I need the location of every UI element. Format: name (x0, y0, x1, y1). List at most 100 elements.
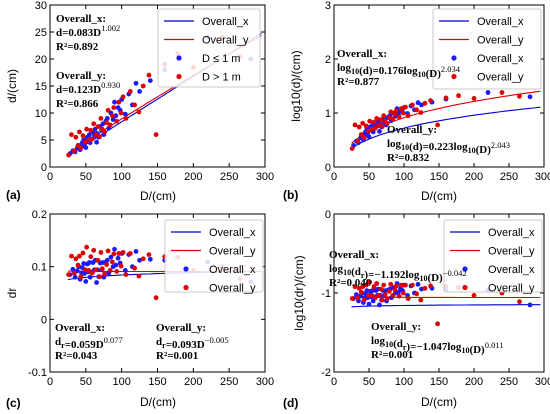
data-point (122, 111, 128, 117)
data-point (91, 121, 97, 127)
x-tick-label: 100 (395, 376, 413, 388)
annotation-superscript: 2.034 (441, 64, 461, 74)
annotation-line: R²=0.001 (371, 349, 413, 361)
data-point (120, 94, 126, 100)
data-point (123, 272, 129, 277)
data-point (386, 289, 392, 294)
data-point (384, 120, 390, 126)
x-tick-label: 200 (184, 376, 202, 388)
y-tick-label: 25 (35, 27, 47, 39)
annotation-text: R²=0.040 (329, 277, 372, 289)
annotation-text: =0.093D (166, 339, 205, 351)
data-point (153, 295, 159, 301)
annotation-text: d (55, 336, 61, 348)
data-point (93, 132, 99, 138)
equation-annotation: Overall_x:log10(dr)=−1.192log10(D)−0.042… (329, 249, 467, 289)
annotation-text: =0.059D (65, 339, 104, 351)
annotation-text: Overall_x: (55, 322, 105, 334)
data-point (98, 116, 104, 121)
data-point (147, 256, 153, 262)
annotation-subscript: 10 (401, 143, 409, 152)
annotation-line: Overall_y: (156, 322, 206, 334)
legend-entry: Overall_x (477, 53, 524, 65)
x-tick-label: 0 (331, 376, 337, 388)
data-point (78, 274, 84, 280)
annotation-text: ( (351, 266, 355, 278)
legend-entry: Overall_x (477, 16, 524, 28)
data-point (415, 281, 421, 287)
data-point (400, 110, 406, 116)
data-point (372, 295, 378, 301)
annotation-line: Overall_x: (329, 249, 379, 261)
annotation-line: Overall_x: (55, 322, 105, 334)
annotation-line: dr=0.093D−0.005 (156, 335, 229, 351)
x-tick-label: 300 (256, 376, 274, 388)
data-point (471, 293, 477, 298)
data-point (87, 274, 93, 280)
data-point (95, 124, 101, 129)
data-point (396, 289, 401, 295)
x-axis-label: D/(cm) (421, 395, 457, 409)
y-tick-label: 0.2 (32, 209, 47, 221)
y-axis-label: log10(dr)/(cm) (292, 255, 306, 330)
data-point (107, 268, 113, 273)
data-point (120, 250, 126, 255)
y-tick-label: -2 (321, 367, 331, 379)
x-tick-label: 0 (331, 171, 337, 183)
data-point (136, 109, 142, 115)
legend-entry: Overall_y (209, 246, 256, 258)
data-point (86, 268, 92, 273)
x-tick-label: 50 (80, 376, 92, 388)
data-point (393, 283, 399, 289)
annotation-subscript: 10 (351, 67, 359, 76)
legend-marker-swatch (451, 73, 457, 80)
annotation-text: d (156, 336, 162, 348)
data-point (88, 127, 94, 133)
annotation-text: log (329, 263, 344, 275)
data-point (70, 266, 76, 272)
data-point (390, 293, 396, 298)
data-point (435, 321, 440, 327)
data-point (363, 282, 369, 288)
annotation-text: (D) (427, 272, 443, 284)
legend-entry: Overall_y (488, 246, 535, 258)
data-point (361, 135, 367, 141)
legend-entry: D ≤ 1 m (202, 53, 240, 65)
data-point (414, 107, 419, 113)
annotation-text: R²=0.877 (337, 76, 380, 88)
data-point (114, 118, 120, 124)
data-point (91, 247, 97, 253)
data-point (379, 297, 385, 303)
data-point (147, 78, 153, 83)
panel-label: (a) (6, 188, 21, 202)
data-point (382, 292, 388, 297)
data-point (104, 116, 110, 121)
annotation-text: (d)=0.176 (359, 65, 404, 77)
data-point (367, 118, 373, 124)
data-point (363, 123, 369, 129)
annotation-superscript: −0.042 (443, 268, 467, 278)
legend-marker-swatch (451, 55, 457, 61)
x-tick-label: 100 (112, 376, 130, 388)
x-tick-label: 50 (80, 171, 92, 183)
annotation-subscript: 10 (419, 274, 427, 283)
data-point (428, 98, 433, 103)
fit-line-overall_x (351, 106, 541, 149)
data-point (112, 99, 117, 105)
annotation-line: R²=0.040 (329, 277, 372, 289)
legend-marker-swatch (462, 266, 468, 272)
data-point (517, 299, 522, 305)
data-point (66, 272, 71, 277)
legend-entry: Overall_x (209, 264, 256, 276)
data-point (374, 281, 380, 286)
data-point (366, 134, 372, 140)
data-point (82, 267, 88, 273)
x-axis-label: D/(cm) (140, 189, 176, 203)
annotation-subscript: 10 (343, 268, 351, 277)
annotation-line: R²=0.892 (56, 41, 99, 53)
annotation-line: Overall_y: (56, 70, 106, 82)
x-tick-label: 150 (148, 376, 166, 388)
equation-annotation: Overall_x:log10(d)=0.176log10(D)2.034R²=… (337, 48, 461, 88)
